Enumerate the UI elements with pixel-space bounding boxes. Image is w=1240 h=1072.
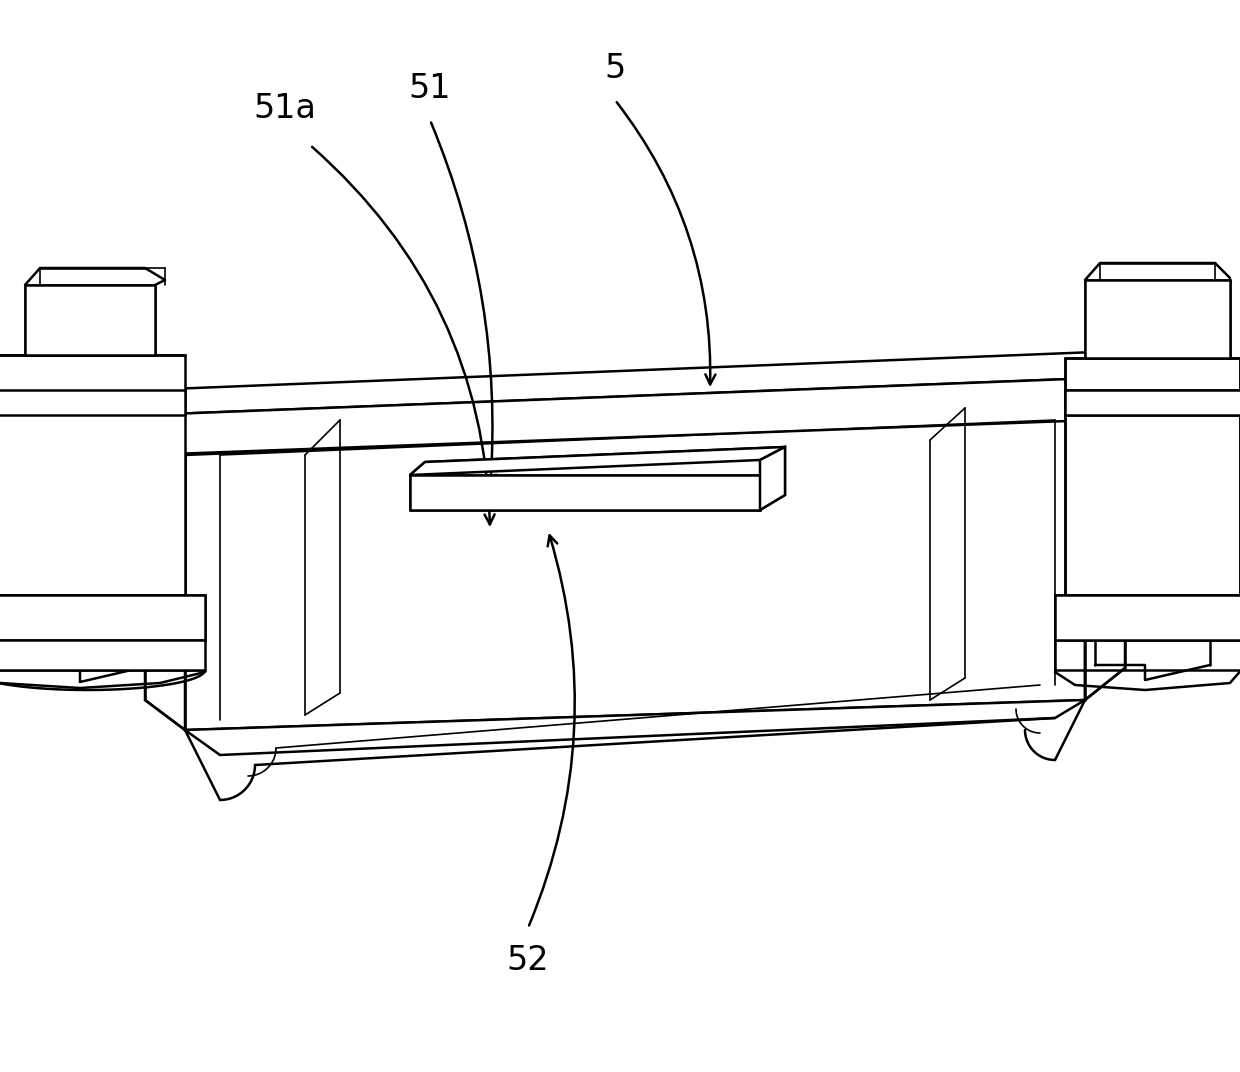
Polygon shape xyxy=(0,390,185,415)
Polygon shape xyxy=(145,352,1095,415)
Polygon shape xyxy=(760,447,785,510)
Polygon shape xyxy=(0,640,205,670)
Polygon shape xyxy=(0,355,185,595)
Text: 51a: 51a xyxy=(253,91,316,124)
Polygon shape xyxy=(0,595,205,640)
Polygon shape xyxy=(1065,390,1240,415)
Polygon shape xyxy=(1065,358,1240,595)
Polygon shape xyxy=(1095,345,1115,420)
Polygon shape xyxy=(145,415,185,730)
Text: 52: 52 xyxy=(507,943,549,977)
Polygon shape xyxy=(410,475,760,510)
Polygon shape xyxy=(1085,378,1125,700)
Polygon shape xyxy=(185,418,1085,730)
Text: 5: 5 xyxy=(604,51,626,85)
Polygon shape xyxy=(410,447,785,475)
Polygon shape xyxy=(145,382,165,455)
Polygon shape xyxy=(25,285,155,355)
Polygon shape xyxy=(185,700,1085,755)
Text: 51: 51 xyxy=(409,72,451,104)
Polygon shape xyxy=(1055,595,1240,640)
Polygon shape xyxy=(1085,280,1230,358)
Polygon shape xyxy=(145,378,1095,455)
